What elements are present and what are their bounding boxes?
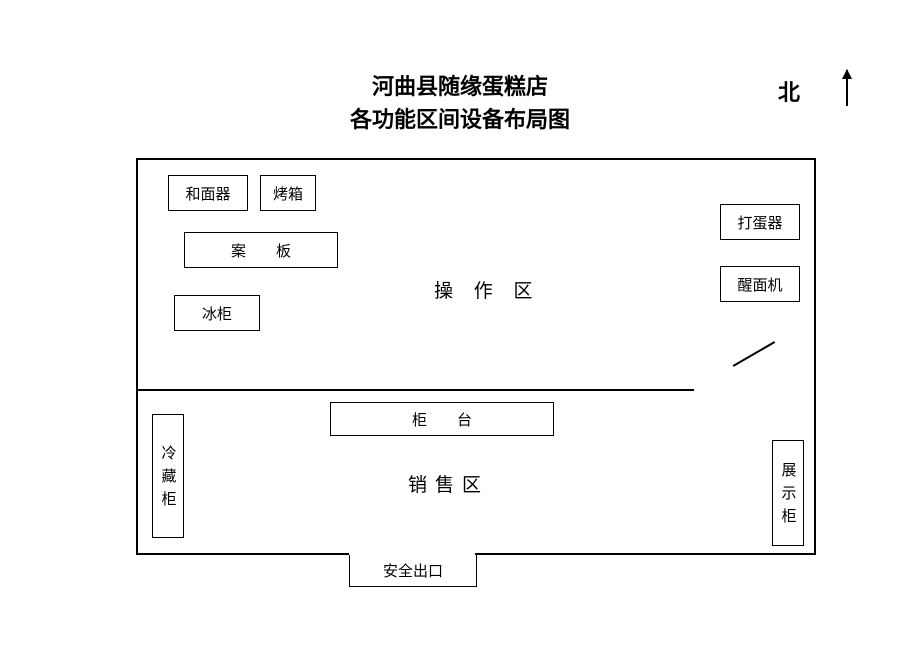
title-line-2: 各功能区间设备布局图 xyxy=(0,103,920,136)
equipment-proofer-label: 醒面机 xyxy=(737,274,782,295)
equipment-board: 案 板 xyxy=(184,232,338,268)
equipment-cold-storage-label: 冷藏柜 xyxy=(158,439,179,514)
equipment-egg-beater: 打蛋器 xyxy=(720,204,800,240)
equipment-oven-label: 烤箱 xyxy=(273,183,303,204)
equipment-cold-storage: 冷藏柜 xyxy=(152,414,184,538)
equipment-mixer-label: 和面器 xyxy=(185,183,230,204)
equipment-counter-label: 柜 台 xyxy=(412,409,472,430)
north-label: 北 xyxy=(778,75,800,107)
zone-sales-label: 销售区 xyxy=(408,470,489,497)
equipment-mixer: 和面器 xyxy=(168,175,248,211)
equipment-counter: 柜 台 xyxy=(330,402,554,436)
equipment-board-label: 案 板 xyxy=(231,240,291,261)
equipment-egg-beater-label: 打蛋器 xyxy=(737,212,782,233)
plan-border-bottom-left xyxy=(136,553,349,555)
door-line xyxy=(733,341,775,366)
zone-operation-label: 操 作 区 xyxy=(434,276,541,303)
equipment-oven: 烤箱 xyxy=(260,175,316,211)
exit-box: 安全出口 xyxy=(349,555,477,587)
north-arrow-icon xyxy=(846,70,848,106)
equipment-proofer: 醒面机 xyxy=(720,266,800,302)
floor-plan: 和面器 烤箱 案 板 冰柜 打蛋器 醒面机 柜 台 冷藏柜 展示柜 操 作 区 … xyxy=(136,158,816,555)
zone-divider-line xyxy=(138,389,694,391)
plan-border-bottom-right xyxy=(475,553,816,555)
equipment-freezer: 冰柜 xyxy=(174,295,260,331)
equipment-freezer-label: 冰柜 xyxy=(202,303,232,324)
exit-label: 安全出口 xyxy=(383,560,443,581)
equipment-display-cabinet-label: 展示柜 xyxy=(778,456,799,531)
equipment-display-cabinet: 展示柜 xyxy=(772,440,804,546)
